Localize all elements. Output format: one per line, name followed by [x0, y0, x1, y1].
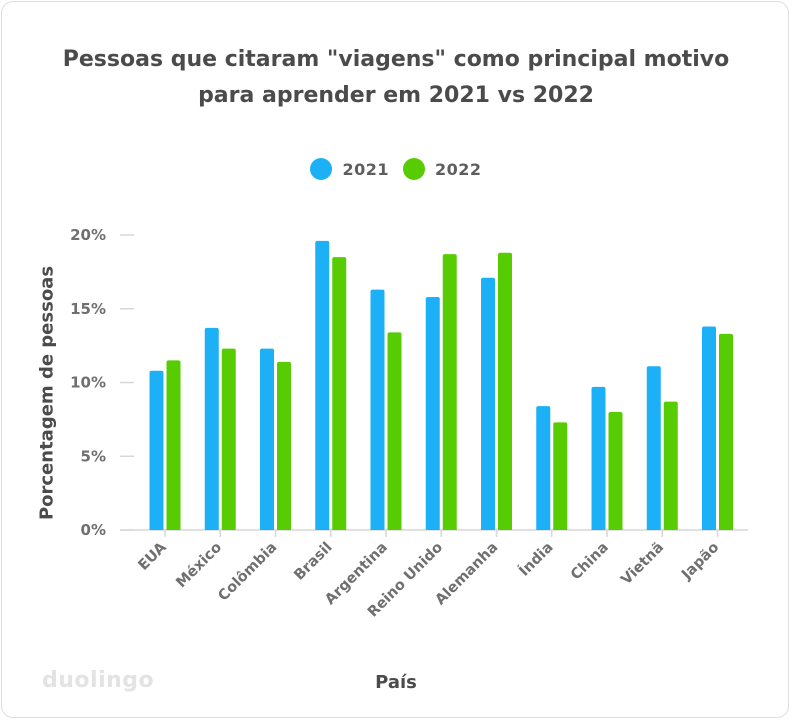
- legend-label-2022: 2022: [435, 159, 482, 179]
- legend-label-2021: 2021: [342, 159, 389, 179]
- bar-2021: [425, 296, 440, 530]
- y-tick-label: 5%: [81, 447, 106, 465]
- x-tick-label: Vietnã: [618, 540, 667, 589]
- legend-item-2021: 2021: [310, 158, 389, 180]
- bar-2021: [481, 277, 495, 530]
- chart-legend: 2021 2022: [0, 158, 792, 180]
- bar-2022: [387, 332, 402, 530]
- chart-title-line-2: para aprender em 2021 vs 2022: [198, 83, 594, 108]
- y-axis-label: Porcentagem de pessoas: [36, 265, 58, 521]
- bar-2021: [149, 370, 164, 530]
- x-tick-label: EUA: [136, 539, 171, 574]
- bar-2022: [277, 361, 291, 530]
- bar-2022: [332, 257, 347, 530]
- bar-2021: [536, 406, 551, 530]
- bar-2022: [442, 254, 457, 531]
- duolingo-logo: duolingo: [42, 668, 155, 693]
- bar-2021: [591, 386, 606, 530]
- x-tick-label: Brasil: [291, 540, 335, 584]
- x-tick-label: Japão: [678, 539, 722, 583]
- y-tick-label: 10%: [70, 374, 106, 392]
- bar-2022: [608, 412, 623, 530]
- bar-2021: [370, 289, 385, 530]
- chart-title-line-1: Pessoas que citaram "viagens" como princ…: [62, 47, 730, 72]
- bar-2022: [166, 360, 181, 530]
- bar-2022: [719, 333, 733, 530]
- bar-2021: [315, 240, 330, 530]
- y-tick-label: 0%: [81, 521, 106, 539]
- x-tick-label: Índia: [516, 539, 557, 580]
- legend-item-2022: 2022: [403, 158, 482, 180]
- y-tick-label: 15%: [70, 300, 106, 318]
- bar-2021: [260, 348, 274, 530]
- x-axis-label: País: [375, 672, 417, 693]
- bar-2021: [204, 327, 219, 530]
- x-tick-label: México: [173, 539, 225, 591]
- chart-title: Pessoas que citaram "viagens" como princ…: [0, 42, 792, 114]
- bar-2021: [646, 366, 661, 530]
- bar-2022: [498, 252, 512, 530]
- x-tick-label: China: [568, 540, 612, 584]
- legend-swatch-2021: [310, 158, 333, 180]
- bar-2022: [553, 422, 568, 530]
- x-tick-label: Colômbia: [215, 540, 280, 605]
- bar-2021: [702, 326, 716, 530]
- legend-swatch-2022: [403, 158, 425, 180]
- bar-2022: [663, 401, 678, 530]
- y-tick-label: 20%: [70, 226, 106, 244]
- bar-2022: [221, 348, 236, 530]
